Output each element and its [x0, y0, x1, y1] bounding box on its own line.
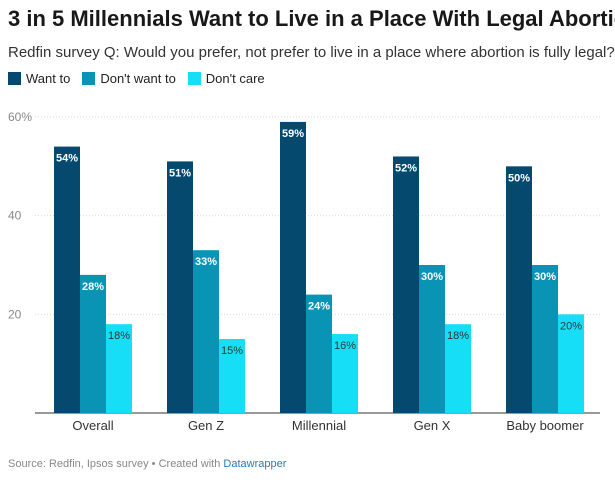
bar [54, 146, 80, 413]
chart-title: 3 in 5 Millennials Want to Live in a Pla… [8, 6, 615, 31]
bar [419, 265, 445, 413]
bar [280, 121, 306, 413]
bar-value-label: 20% [560, 320, 582, 332]
bar [558, 314, 584, 413]
legend: Want to Don't want to Don't care [8, 71, 265, 86]
legend-label-dont-want-to: Don't want to [100, 71, 176, 86]
bar-value-label: 24% [308, 301, 330, 313]
legend-swatch-want-to [8, 72, 21, 85]
y-tick-label: 20 [8, 307, 22, 321]
datawrapper-link[interactable]: Datawrapper [223, 458, 287, 470]
bar-value-label: 16% [334, 340, 356, 352]
bar [167, 161, 193, 413]
bar-value-label: 59% [282, 128, 304, 140]
bar-value-label: 52% [395, 162, 417, 174]
bar-value-label: 30% [421, 271, 443, 283]
legend-item-want-to: Want to [8, 71, 70, 86]
bar-value-label: 33% [195, 256, 217, 268]
bar [532, 265, 558, 413]
bar [445, 324, 471, 413]
bar-value-label: 28% [82, 281, 104, 293]
legend-item-dont-want-to: Don't want to [82, 71, 176, 86]
y-tick-label: 40 [8, 209, 22, 223]
bar [306, 294, 332, 413]
x-category-label: Gen Z [188, 418, 224, 433]
bar-value-label: 30% [534, 271, 556, 283]
bar [219, 339, 245, 413]
bar [506, 166, 532, 413]
bar [80, 274, 106, 413]
x-category-label: Baby boomer [506, 418, 584, 433]
x-category-label: Gen X [414, 418, 451, 433]
bar-value-label: 50% [508, 172, 530, 184]
bar-chart: 20 40 60% 54% 28% 18% Overall 51% 33% 15% Gen Z 59%… [8, 110, 600, 433]
chart-subtitle: Redfin survey Q: Would you prefer, not p… [8, 44, 615, 61]
y-tick-label: 60% [8, 110, 32, 124]
bar-value-label: 15% [221, 345, 243, 357]
legend-label-dont-care: Don't care [205, 71, 265, 86]
bar-value-label: 51% [169, 167, 191, 179]
x-category-label: Millennial [292, 418, 346, 433]
bar-value-label: 18% [108, 330, 130, 342]
x-category-label: Overall [72, 418, 113, 433]
legend-swatch-dont-care [187, 72, 201, 85]
footer-source: Source: Redfin, Ipsos survey • Created w… [8, 458, 224, 470]
bar [393, 156, 419, 413]
bar [193, 250, 219, 413]
legend-label-want-to: Want to [26, 71, 71, 86]
bar-value-label: 54% [56, 153, 78, 165]
bar [332, 334, 358, 413]
footer: Source: Redfin, Ipsos survey • Created w… [8, 458, 286, 470]
bar-value-label: 18% [447, 330, 469, 342]
legend-swatch-dont-want-to [82, 72, 96, 85]
bar [106, 324, 132, 413]
legend-item-dont-care: Don't care [187, 71, 265, 86]
